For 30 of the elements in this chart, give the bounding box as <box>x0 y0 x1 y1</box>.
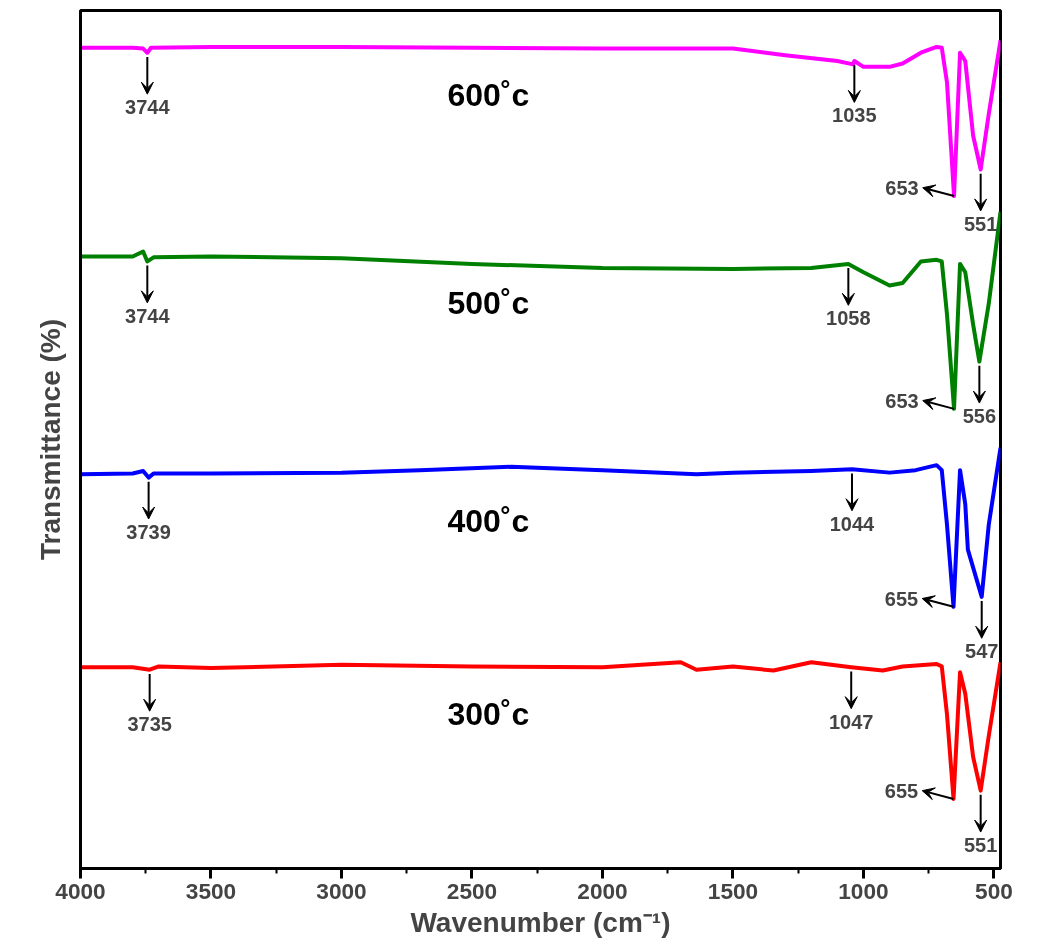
annotation: 556 <box>962 405 997 428</box>
x-tick-label: 4000 <box>55 877 106 904</box>
annotation: 3735 <box>127 713 172 736</box>
annotation: 1035 <box>832 104 877 127</box>
series-label: 300˚c <box>447 696 530 733</box>
annotation: 547 <box>965 640 999 663</box>
series-label: 400˚c <box>447 503 530 540</box>
annotation: 1047 <box>828 710 874 733</box>
x-tick-label: 2000 <box>577 877 628 904</box>
x-tick-label: 3500 <box>185 877 237 904</box>
x-tick-label: 1000 <box>838 877 889 904</box>
annotation: 655 <box>884 587 919 610</box>
annotation: 551 <box>963 212 998 235</box>
annotation: 1044 <box>829 512 876 535</box>
x-tick-label: 2500 <box>446 877 498 904</box>
annotation: 653 <box>885 389 919 412</box>
x-tick-label: 1500 <box>707 877 759 904</box>
series-label: 600˚c <box>447 76 530 113</box>
annotation: 653 <box>885 176 919 199</box>
series-label: 500˚c <box>447 285 530 322</box>
annotation: 1058 <box>826 307 871 330</box>
x-axis-title: Wavenumber (cm⁻¹) <box>410 906 671 938</box>
y-axis-title: Transmittance (%) <box>34 318 66 561</box>
annotation: 655 <box>884 779 919 802</box>
x-tick-label: 3000 <box>316 877 367 904</box>
annotation: 3744 <box>125 96 171 119</box>
annotation: 551 <box>963 834 998 857</box>
x-tick-label: 500 <box>975 877 1013 904</box>
annotation: 3739 <box>126 521 171 544</box>
annotation: 3744 <box>125 304 171 327</box>
